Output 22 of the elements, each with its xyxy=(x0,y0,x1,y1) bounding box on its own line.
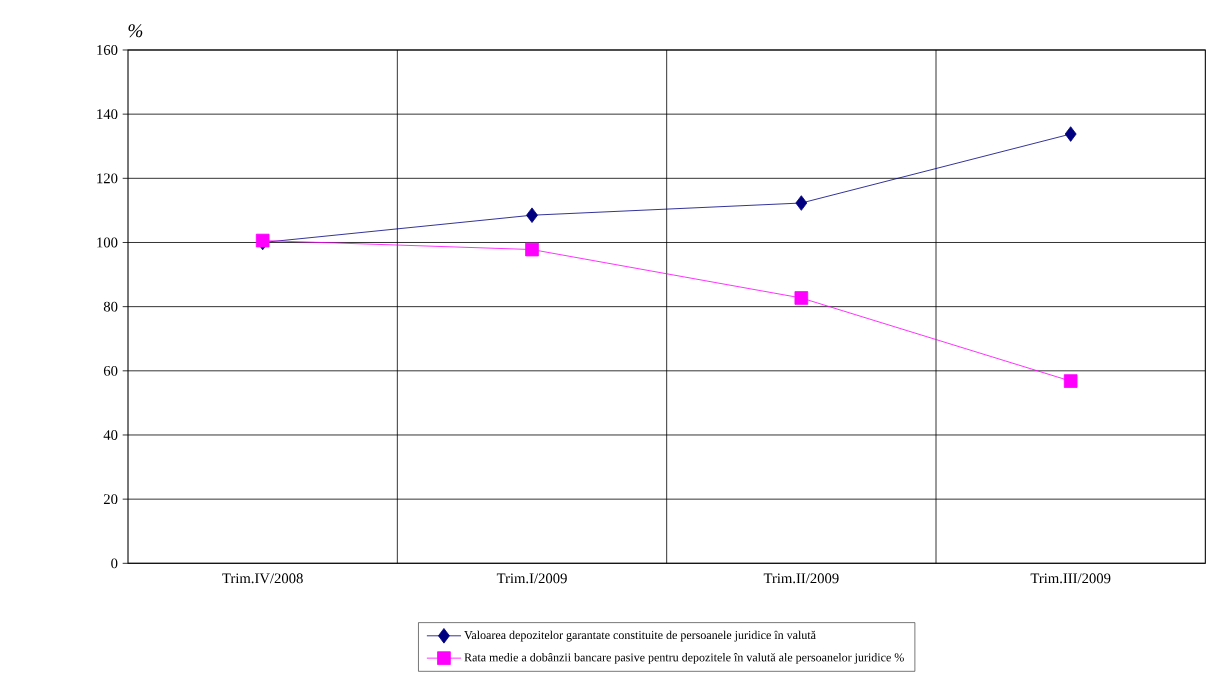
point xyxy=(795,195,808,211)
x-tick-label: Trim.III/2009 xyxy=(1030,573,1111,584)
y-tick-label: 100 xyxy=(97,237,118,248)
y-tick-label: 120 xyxy=(97,173,118,184)
x-tick-label: Trim.IV/2008 xyxy=(222,573,303,584)
y-tick-label: 0 xyxy=(111,558,118,569)
point xyxy=(525,242,539,257)
y-tick-label: 140 xyxy=(97,109,118,120)
y-tick-label: 20 xyxy=(103,494,118,505)
y-tick-label: 160 xyxy=(97,45,118,55)
point xyxy=(1064,126,1077,142)
y-tick-label: 60 xyxy=(103,365,118,376)
y-axis-title: % xyxy=(128,24,143,38)
y-tick-label: 80 xyxy=(103,301,118,312)
legend-label: Rata medie a dobânzii bancare pasive pentru depozitele în valută ale persoanelor juridice % xyxy=(464,652,904,664)
x-tick-label: Trim.II/2009 xyxy=(763,573,839,584)
x-tick-label: Trim.I/2009 xyxy=(496,573,567,584)
point xyxy=(1063,374,1078,388)
y-tick-label: 40 xyxy=(103,430,118,440)
point xyxy=(794,291,809,305)
point xyxy=(526,207,538,223)
legend-label: Valoarea depozitelor garantate constituite de persoanele juridice în valută xyxy=(464,630,816,642)
